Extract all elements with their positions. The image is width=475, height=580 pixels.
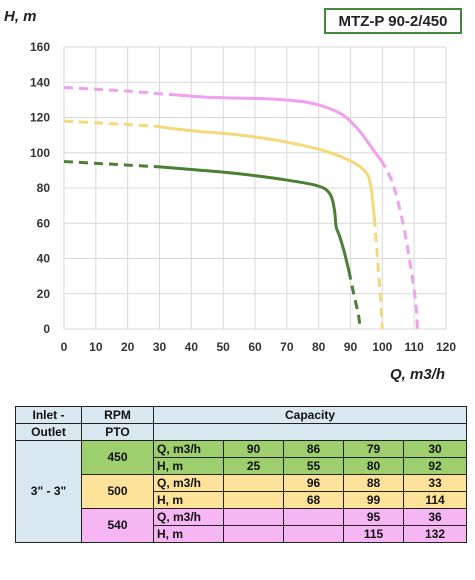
x-tick-label: 120 <box>436 340 456 354</box>
rpm-cell: 500 <box>81 474 154 509</box>
h-cell: 115 <box>343 525 404 543</box>
q-cell: 30 <box>403 440 467 458</box>
q-cell: 95 <box>343 508 404 526</box>
x-tick-label: 110 <box>404 340 424 354</box>
y-tick-label: 100 <box>30 146 50 160</box>
table-row: H, m 68 99 114 <box>16 491 467 509</box>
pump-curve-chart: 0 20 40 60 80 100 120 140 160 0 10 20 30 40 50 60 70 80 90… <box>30 40 456 354</box>
header-rpm: RPM <box>104 407 131 422</box>
q-cell: 90 <box>223 440 284 458</box>
header-pto: PTO <box>81 423 154 441</box>
x-tick-label: 30 <box>153 340 167 354</box>
h-cell <box>283 525 344 543</box>
y-tick-label: 60 <box>37 216 51 230</box>
series-500-dashed-start <box>63 119 157 128</box>
x-tick-label: 70 <box>280 340 294 354</box>
header-rpm-pto: RPM <box>81 406 154 424</box>
h-cell <box>223 525 284 543</box>
header-capacity: Capacity <box>153 406 467 424</box>
q-label: Q, m3/h <box>153 508 224 526</box>
inlet-outlet-cell: 3" - 3" <box>15 440 82 543</box>
y-axis-label: H, m <box>4 8 37 25</box>
q-cell: 33 <box>403 474 467 492</box>
q-cell: 96 <box>283 474 344 492</box>
x-tick-label: 20 <box>121 340 135 354</box>
q-cell <box>223 508 284 526</box>
x-tick-label: 50 <box>216 340 230 354</box>
header-capacity-spacer <box>153 423 467 441</box>
table-row: H, m 115 132 <box>16 525 467 543</box>
h-cell: 114 <box>403 491 467 509</box>
capacity-table: Inlet - RPM Capacity Outlet PTO 3" - 3" … <box>15 406 467 543</box>
h-cell: 68 <box>283 491 344 509</box>
h-cell: 92 <box>403 457 467 475</box>
y-tick-label: 120 <box>30 111 50 125</box>
header-outlet: Outlet <box>15 423 82 441</box>
header-inlet: Inlet - <box>32 407 65 422</box>
series-450-dashed-end <box>347 270 362 330</box>
q-cell: 86 <box>283 440 344 458</box>
series-500-dashed-end <box>372 217 384 330</box>
table-row: 3" - 3" 450 Q, m3/h 90 86 79 30 <box>15 440 467 543</box>
h-cell <box>223 491 284 509</box>
q-cell: 79 <box>343 440 404 458</box>
x-tick-label: 0 <box>61 340 68 354</box>
rpm-cell: 450 <box>81 440 154 475</box>
y-tick-label: 20 <box>37 287 51 301</box>
h-cell: 55 <box>283 457 344 475</box>
rpm-cell: 540 <box>81 508 154 543</box>
y-tick-label: 140 <box>30 75 50 89</box>
series-500-line <box>154 124 376 220</box>
y-tick-label: 0 <box>43 322 50 336</box>
q-cell <box>223 474 284 492</box>
header-inlet-outlet: Inlet - <box>15 406 82 424</box>
h-cell: 80 <box>343 457 404 475</box>
series-450-line <box>158 165 351 273</box>
y-tick-label: 40 <box>37 252 51 266</box>
x-tick-label: 80 <box>312 340 326 354</box>
h-label: H, m <box>153 525 224 543</box>
h-cell: 132 <box>403 525 467 543</box>
y-tick-label: 80 <box>37 181 51 195</box>
series-540-line <box>170 93 383 162</box>
series-540-dashed-start <box>63 86 173 97</box>
x-axis-label: Q, m3/h <box>390 366 446 383</box>
q-label: Q, m3/h <box>153 440 224 458</box>
series-450-dashed-start <box>63 160 160 169</box>
h-label: H, m <box>153 457 224 475</box>
h-label: H, m <box>153 491 224 509</box>
x-tick-label: 40 <box>185 340 199 354</box>
h-cell: 25 <box>223 457 284 475</box>
series-540-dashed-end <box>379 159 419 330</box>
q-cell: 36 <box>403 508 467 526</box>
x-tick-label: 100 <box>372 340 392 354</box>
table-row: 540 Q, m3/h 95 36 <box>16 508 467 543</box>
q-cell <box>283 508 344 526</box>
x-tick-label: 90 <box>344 340 358 354</box>
y-tick-label: 160 <box>30 40 50 54</box>
h-cell: 99 <box>343 491 404 509</box>
table-row: Outlet PTO <box>15 423 467 441</box>
q-cell: 88 <box>343 474 404 492</box>
q-label: Q, m3/h <box>153 474 224 492</box>
x-tick-label: 60 <box>248 340 262 354</box>
x-tick-label: 10 <box>89 340 103 354</box>
model-label: MTZ-P 90-2/450 <box>324 8 462 34</box>
table-row: 500 Q, m3/h 96 88 33 <box>16 474 467 509</box>
